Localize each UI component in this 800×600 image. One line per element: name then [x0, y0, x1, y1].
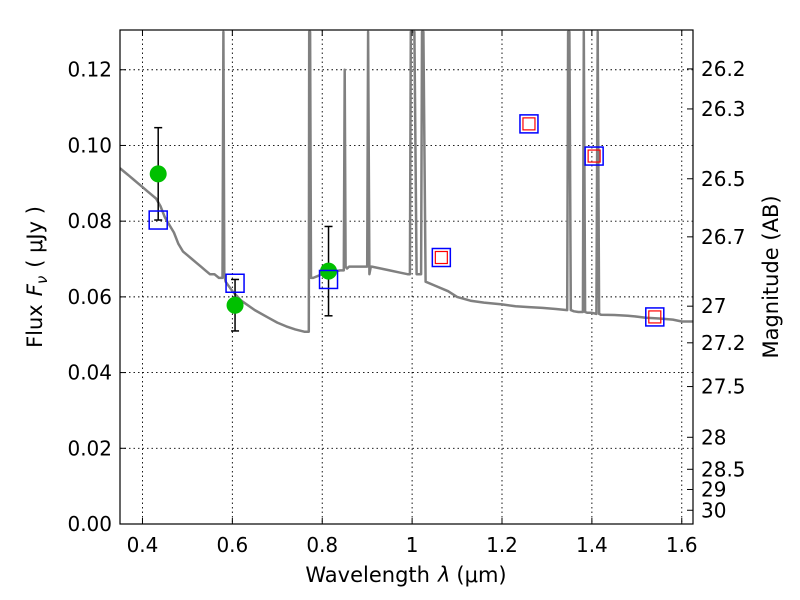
model-band-square	[519, 114, 539, 134]
x-tick-label: 0.4	[127, 533, 159, 557]
x-tick-label: 1.2	[486, 533, 518, 557]
x-tick-label: 1.6	[666, 533, 698, 557]
x-axis-label-unit: (μm)	[456, 563, 506, 587]
y2-tick-label: 30	[701, 498, 726, 522]
y2-tick-label: 28	[701, 425, 726, 449]
model-band-square-inner	[434, 250, 448, 265]
x-axis-label-text: Wavelength	[305, 563, 430, 587]
y-tick-label: 0.04	[67, 361, 112, 385]
y-tick-label: 0.02	[67, 436, 112, 460]
y2-tick-label: 27.5	[701, 375, 746, 399]
y-tick-label: 0.08	[67, 209, 112, 233]
y2-tick-label: 27	[701, 294, 726, 318]
model-band-square	[318, 269, 339, 290]
model-band-square	[584, 146, 604, 166]
sed-model-line	[120, 30, 693, 333]
grid-lines	[120, 30, 693, 525]
x-axis-label: Wavelength λ (μm)	[305, 563, 506, 587]
y2-tick-label: 27.2	[701, 331, 746, 355]
y-axis-label: Flux Fν ( μJy )	[23, 206, 51, 348]
y-tick-label: 0.00	[67, 512, 112, 536]
y-axis-label-subscript: ν	[33, 276, 51, 284]
model-band-square-inner	[648, 310, 662, 324]
y2-tick-label: 29	[701, 477, 726, 501]
y-tick-label: 0.12	[67, 58, 112, 82]
x-tick-label: 1	[406, 533, 419, 557]
y2-tick-label: 26.7	[701, 225, 746, 249]
y2-tick-label: 26.2	[701, 57, 746, 81]
axis-ticks: 0.4 0.6 0.8 1 1.2 1.4 1.6 0.00 0.02 0.04 0.06 0.08 0…	[67, 30, 746, 557]
y-tick-label: 0.10	[67, 133, 112, 157]
x-axis-label-symbol: λ	[437, 563, 450, 587]
x-tick-label: 0.6	[216, 533, 248, 557]
model-band-square	[431, 247, 452, 268]
plot-frame	[119, 29, 694, 525]
y2-tick-label: 28.5	[701, 457, 746, 481]
model-band-square	[225, 273, 245, 293]
plot-area	[120, 30, 693, 333]
y-tick-label: 0.06	[67, 285, 112, 309]
x-tick-label: 0.8	[306, 533, 338, 557]
y2-axis-label: Magnitude (AB)	[759, 195, 783, 358]
x-tick-label: 1.4	[576, 533, 608, 557]
observed-point	[226, 296, 244, 314]
y2-tick-label: 26.3	[701, 97, 746, 121]
y-axis-label-symbol: F	[23, 283, 47, 296]
model-band-square	[148, 210, 168, 230]
model-band-square-inner	[522, 117, 536, 131]
observed-point	[149, 165, 167, 183]
y-axis-label-text: Flux	[23, 304, 47, 348]
model-band-square-inner	[587, 149, 601, 163]
y-axis-label-unit: ( μJy )	[23, 206, 47, 268]
y2-tick-label: 26.5	[701, 167, 746, 191]
model-band-square	[645, 307, 665, 327]
